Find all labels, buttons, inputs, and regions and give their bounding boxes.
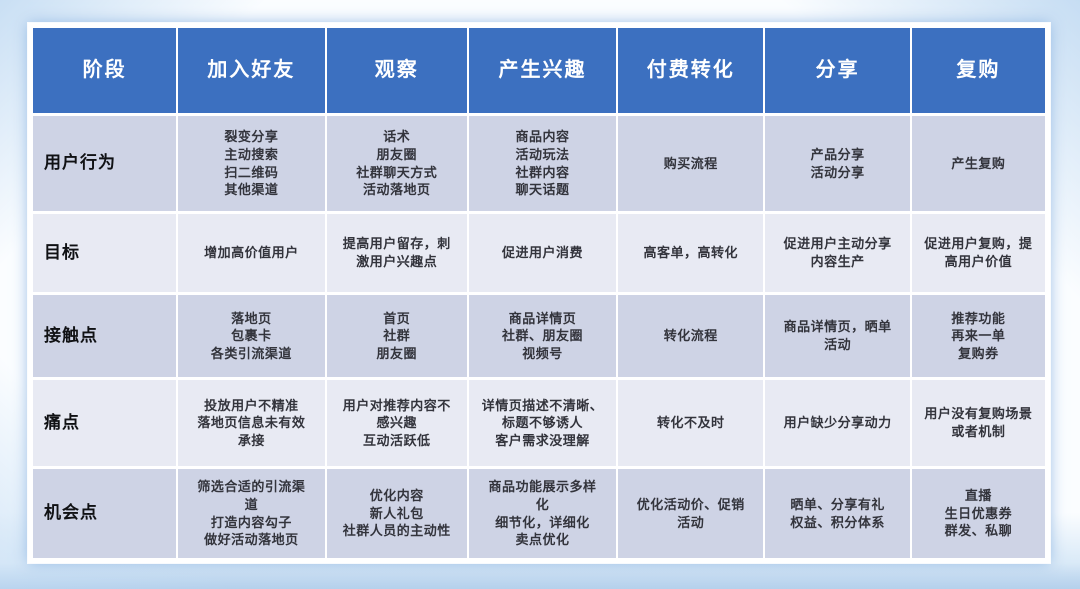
row-label-3: 痛点	[33, 380, 177, 466]
table-cell-r3-c0: 投放用户不精准 落地页信息未有效 承接	[178, 380, 325, 466]
row-label-4: 机会点	[33, 469, 177, 558]
table-cell-r0-c3: 购买流程	[618, 116, 764, 211]
table-cell-r3-c1: 用户对推荐内容不 感兴趣 互动活跃低	[326, 380, 467, 466]
header-cell-2: 观察	[326, 28, 467, 113]
table-cell-r0-c5: 产生复购	[911, 116, 1045, 211]
table-cell-r3-c5: 用户没有复购场景 或者机制	[911, 380, 1045, 466]
table-cell-r1-c3: 高客单，高转化	[618, 214, 764, 292]
table-cell-r2-c5: 推荐功能 再来一单 复购券	[911, 295, 1045, 377]
table-cell-r0-c2: 商品内容 活动玩法 社群内容 聊天话题	[468, 116, 617, 211]
table-cell-r2-c2: 商品详情页 社群、朋友圈 视频号	[468, 295, 617, 377]
header-cell-4: 付费转化	[618, 28, 764, 113]
table-cell-r2-c3: 转化流程	[618, 295, 764, 377]
header-cell-1: 加入好友	[178, 28, 325, 113]
table-cell-r3-c4: 用户缺少分享动力	[765, 380, 910, 466]
table-cell-r4-c0: 筛选合适的引流渠 道 打造内容勾子 做好活动落地页	[178, 469, 325, 558]
row-label-0: 用户行为	[33, 116, 177, 211]
table-cell-r2-c4: 商品详情页，晒单 活动	[765, 295, 910, 377]
row-label-1: 目标	[33, 214, 177, 292]
table-cell-r1-c5: 促进用户复购，提 高用户价值	[911, 214, 1045, 292]
user-journey-table: 阶段 加入好友 观察 产生兴趣 付费转化 分享 复购用户行为 裂变分享 主动搜索 扫二维码 其…	[28, 23, 1050, 563]
row-label-2: 接触点	[33, 295, 177, 377]
table-cell-r1-c4: 促进用户主动分享 内容生产	[765, 214, 910, 292]
table-cell-r4-c1: 优化内容 新人礼包 社群人员的主动性	[326, 469, 467, 558]
bottom-gradient-decoration	[0, 563, 1080, 589]
table-cell-r3-c2: 详情页描述不清晰、 标题不够诱人 客户需求没理解	[468, 380, 617, 466]
table-cell-r4-c3: 优化活动价、促销 活动	[618, 469, 764, 558]
table-cell-r1-c2: 促进用户消费	[468, 214, 617, 292]
header-cell-0: 阶段	[33, 28, 177, 113]
journey-grid: 阶段 加入好友 观察 产生兴趣 付费转化 分享 复购用户行为 裂变分享 主动搜索 扫二维码 其…	[33, 28, 1045, 558]
table-cell-r4-c5: 直播 生日优惠券 群发、私聊	[911, 469, 1045, 558]
table-cell-r4-c4: 晒单、分享有礼 权益、积分体系	[765, 469, 910, 558]
table-cell-r2-c0: 落地页 包裹卡 各类引流渠道	[178, 295, 325, 377]
table-cell-r0-c1: 话术 朋友圈 社群聊天方式 活动落地页	[326, 116, 467, 211]
table-cell-r3-c3: 转化不及时	[618, 380, 764, 466]
header-cell-3: 产生兴趣	[468, 28, 617, 113]
table-cell-r0-c0: 裂变分享 主动搜索 扫二维码 其他渠道	[178, 116, 325, 211]
header-cell-6: 复购	[911, 28, 1045, 113]
table-cell-r4-c2: 商品功能展示多样 化 细节化，详细化 卖点优化	[468, 469, 617, 558]
table-cell-r0-c4: 产品分享 活动分享	[765, 116, 910, 211]
header-cell-5: 分享	[765, 28, 910, 113]
table-cell-r2-c1: 首页 社群 朋友圈	[326, 295, 467, 377]
table-cell-r1-c1: 提高用户留存，刺 激用户兴趣点	[326, 214, 467, 292]
table-cell-r1-c0: 增加高价值用户	[178, 214, 325, 292]
